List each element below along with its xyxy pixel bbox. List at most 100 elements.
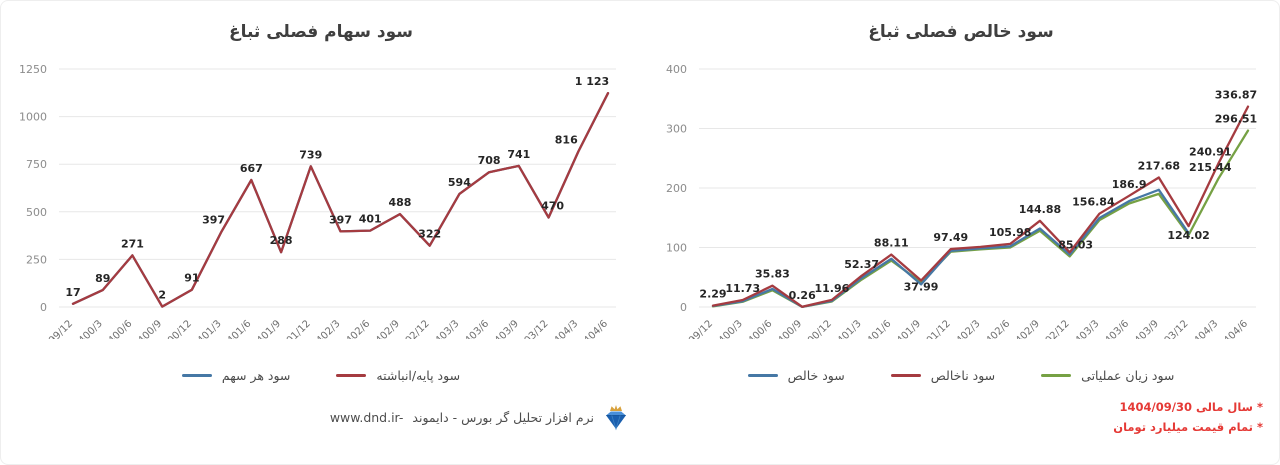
legend-label: سود خالص	[787, 367, 845, 383]
data-point-label: 741	[507, 148, 530, 161]
x-axis-tick-label: 1402/12	[1035, 318, 1072, 339]
x-axis-tick-label: 1404/3	[1188, 318, 1221, 339]
x-axis-tick-label: 1401/6	[861, 318, 894, 339]
data-point-label: 739	[299, 148, 322, 161]
x-axis-tick-label: 1403/9	[488, 318, 521, 339]
data-point-label: 144.88	[1019, 203, 1061, 216]
x-axis-tick-label: 1400/12	[797, 318, 834, 339]
legend-item-base-accumulated[interactable]: سود پایه/انباشته	[336, 368, 460, 383]
series-line-green	[711, 129, 1250, 309]
data-point-label: 296.51	[1215, 113, 1257, 126]
data-point-label: 336.87	[1215, 89, 1257, 102]
x-axis-tick-label: 1399/12	[38, 318, 75, 339]
series-line-blue	[71, 92, 610, 308]
data-point-label: 271	[121, 237, 144, 250]
x-axis-tick-label: 1403/12	[1154, 318, 1191, 339]
data-point-label: 52.37	[844, 258, 879, 271]
y-axis-tick-label: 1250	[19, 63, 47, 76]
data-point-label: 215.44	[1189, 161, 1232, 174]
diamond-crown-logo-icon	[606, 405, 626, 431]
x-axis-tick-label: 1403/3	[429, 318, 462, 339]
x-axis-tick-label: 1400/3	[72, 318, 105, 339]
x-axis-tick-label: 1403/3	[1069, 318, 1102, 339]
data-point-label: 401	[359, 213, 382, 226]
x-axis-tick-label: 1402/6	[340, 318, 373, 339]
y-axis-tick-label: 750	[26, 158, 47, 171]
legend-label: سود پایه/انباشته	[376, 367, 461, 383]
legend-item-net-profit[interactable]: سود خالص	[747, 367, 845, 383]
data-point-label: 594	[448, 176, 471, 189]
x-axis-tick-label: 1403/6	[459, 318, 492, 339]
net-profit-chart-block: سود خالص فصلی ثباغ 0 100 200 300 400 1399/12 1…	[641, 1, 1279, 385]
series-line-red	[711, 105, 1250, 308]
data-point-label: 488	[388, 196, 411, 209]
legend-item-operating-profit[interactable]: سود زیان عملیاتی	[1041, 368, 1174, 383]
x-axis-tick-label: 1402/9	[369, 318, 402, 339]
brand-block: www.dnd.ir- نرم افزار تحلیل گر بورس - دا…	[330, 403, 629, 431]
quarterly-net-profit-chart: 01002003004001399/121400/31400/61400/914…	[666, 63, 1257, 339]
x-axis-tick-label: 1401/3	[191, 318, 224, 339]
data-point-label: 89	[95, 272, 110, 285]
x-axis-tick-label: 1400/9	[772, 318, 805, 339]
data-point-label: 816	[555, 134, 578, 147]
x-axis-tick-label: 1400/6	[742, 318, 775, 339]
right-chart-legend: سود خالص سود ناخالص سود زیان عملیاتی	[641, 365, 1279, 385]
data-point-label: 85.03	[1058, 238, 1093, 251]
data-point-label: 217.68	[1138, 159, 1180, 172]
data-point-label: 397	[329, 213, 352, 226]
left-chart-title: سود سهام فصلی ثباغ	[229, 22, 413, 42]
y-axis-tick-label: 0	[680, 301, 687, 314]
data-point-label: 186.9	[1112, 178, 1147, 191]
legend-item-eps[interactable]: سود هر سهم	[181, 368, 290, 383]
footnotes: * سال مالی 1404/09/30 * تمام قیمت میلیار…	[1113, 397, 1263, 437]
data-point-label: 322	[418, 228, 441, 241]
x-axis-tick-label: 1404/6	[577, 318, 610, 339]
y-axis-tick-label: 400	[666, 63, 687, 76]
legend-label: سود ناخالص	[930, 367, 996, 383]
fiscal-year-note: * سال مالی 1404/09/30	[1119, 400, 1263, 414]
x-axis-tick-label: 1400/9	[132, 318, 165, 339]
left-chart-legend: سود هر سهم سود پایه/انباشته	[1, 365, 641, 385]
x-axis-tick-label: 1402/3	[310, 318, 343, 339]
x-axis-tick-label: 1401/3	[831, 318, 864, 339]
x-axis-tick-label: 1399/12	[678, 318, 715, 339]
footer: www.dnd.ir- نرم افزار تحلیل گر بورس - دا…	[1, 395, 1279, 451]
x-axis-tick-label: 1401/12	[916, 318, 953, 339]
y-axis-tick-label: 200	[666, 182, 687, 195]
x-axis-tick-label: 1403/6	[1099, 318, 1132, 339]
y-axis-tick-label: 250	[26, 253, 47, 266]
x-axis-tick-label: 1401/12	[276, 318, 313, 339]
legend-label: سود زیان عملیاتی	[1081, 367, 1175, 383]
charts-row: سود سهام فصلی ثباغ 0 250 500 750 1000 1250 139…	[1, 1, 1279, 385]
series-line-red	[71, 92, 610, 308]
y-axis-tick-label: 1000	[19, 111, 47, 124]
data-point-label: 2	[158, 289, 166, 302]
x-axis-tick-label: 1401/9	[251, 318, 284, 339]
x-axis-tick-label: 1400/12	[157, 318, 194, 339]
operating-profit-line-swatch	[1041, 373, 1072, 377]
y-axis-tick-label: 100	[666, 242, 687, 255]
brand-text: نرم افزار تحلیل گر بورس - دایموند	[412, 409, 594, 425]
x-axis-tick-label: 1400/3	[712, 318, 745, 339]
x-axis-tick-label: 1401/9	[891, 318, 924, 339]
x-axis-tick-label: 1403/9	[1128, 318, 1161, 339]
x-axis-tick-label: 1402/9	[1009, 318, 1042, 339]
x-axis-tick-label: 1404/3	[548, 318, 581, 339]
x-axis-tick-label: 1402/6	[980, 318, 1013, 339]
data-point-label: 1 123	[575, 75, 609, 88]
x-axis-tick-label: 1403/12	[514, 318, 551, 339]
x-axis-tick-label: 1400/6	[102, 318, 135, 339]
gross-profit-line-swatch	[890, 373, 921, 377]
data-point-label: 17	[65, 286, 80, 299]
x-axis-tick-label: 1402/12	[395, 318, 432, 339]
data-point-label: 156.84	[1072, 196, 1115, 209]
data-point-label: 88.11	[874, 237, 909, 250]
data-point-label: 35.83	[755, 268, 790, 281]
legend-item-gross-profit[interactable]: سود ناخالص	[890, 367, 996, 383]
net-profit-line-swatch	[747, 373, 778, 377]
x-axis-tick-label: 1401/6	[221, 318, 254, 339]
data-point-label: 124.02	[1167, 229, 1209, 242]
y-axis-tick-label: 500	[26, 206, 47, 219]
data-point-label: 288	[270, 234, 293, 247]
